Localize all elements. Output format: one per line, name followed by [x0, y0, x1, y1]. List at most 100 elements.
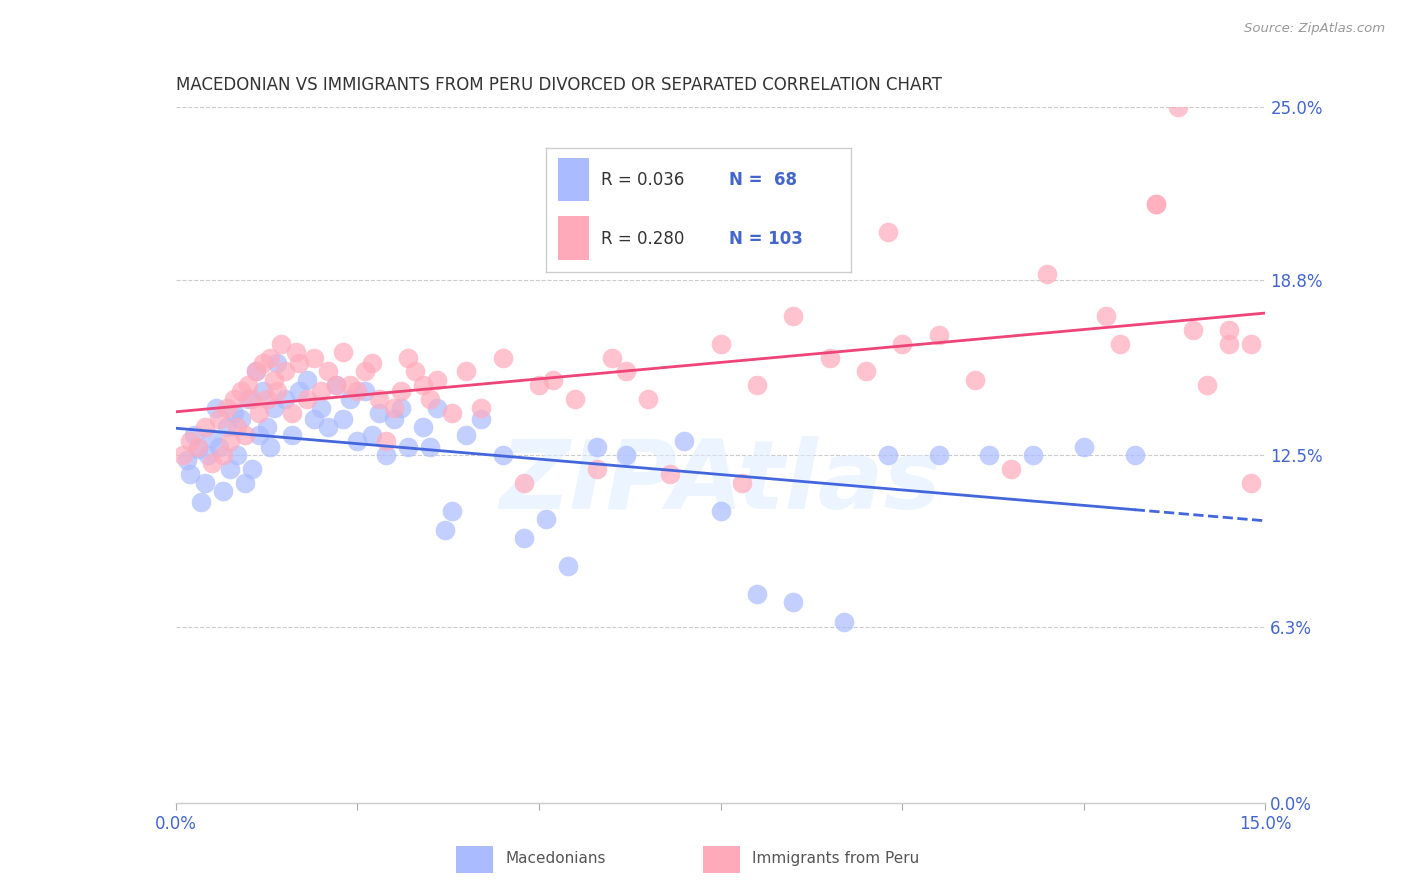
Point — [586, 462, 609, 476]
Point — [745, 378, 768, 392]
Point — [183, 428, 205, 442]
Point — [963, 373, 986, 387]
Point — [266, 384, 288, 398]
Point — [412, 378, 434, 392]
Point — [325, 378, 347, 392]
Point — [1109, 336, 1132, 351]
Point — [212, 448, 235, 462]
Text: N = 103: N = 103 — [730, 229, 803, 247]
Point — [1218, 323, 1240, 337]
Point — [256, 420, 278, 434]
Point — [332, 411, 354, 425]
Point — [194, 475, 217, 490]
Point — [396, 440, 419, 454]
Point — [492, 351, 515, 365]
Point — [614, 448, 637, 462]
Point — [263, 373, 285, 387]
Point — [710, 503, 733, 517]
Point — [318, 420, 340, 434]
Point — [1146, 197, 1168, 211]
Point — [190, 495, 212, 509]
Point — [240, 462, 263, 476]
Point — [782, 595, 804, 609]
Point — [219, 434, 242, 448]
Point — [309, 401, 332, 415]
Point — [382, 401, 405, 415]
Point — [245, 364, 267, 378]
Point — [361, 356, 384, 370]
Point — [186, 442, 209, 457]
Point — [564, 392, 586, 407]
FancyBboxPatch shape — [703, 847, 740, 873]
Point — [1197, 378, 1219, 392]
Point — [179, 434, 201, 448]
Point — [219, 462, 242, 476]
Text: R = 0.036: R = 0.036 — [602, 171, 685, 189]
Point — [252, 356, 274, 370]
Point — [259, 440, 281, 454]
Point — [876, 225, 898, 239]
Point — [201, 456, 224, 470]
Point — [274, 392, 297, 407]
Point — [263, 401, 285, 415]
Point — [456, 428, 478, 442]
Point — [231, 411, 253, 425]
Point — [928, 448, 950, 462]
Text: N =  68: N = 68 — [730, 171, 797, 189]
Point — [658, 467, 681, 482]
Point — [212, 484, 235, 499]
Point — [238, 392, 260, 407]
Point — [295, 373, 318, 387]
Point — [208, 440, 231, 454]
Point — [318, 364, 340, 378]
Point — [252, 384, 274, 398]
Point — [818, 351, 841, 365]
Point — [353, 384, 375, 398]
Point — [245, 364, 267, 378]
Point — [1123, 448, 1146, 462]
Point — [1022, 448, 1045, 462]
Point — [745, 587, 768, 601]
Point — [389, 384, 412, 398]
Point — [215, 401, 238, 415]
Point — [274, 364, 297, 378]
Point — [226, 448, 249, 462]
Point — [179, 467, 201, 482]
Point — [302, 411, 325, 425]
Point — [215, 420, 238, 434]
Point — [389, 401, 412, 415]
Point — [1000, 462, 1022, 476]
Point — [891, 336, 914, 351]
Point — [470, 401, 492, 415]
Point — [534, 512, 557, 526]
Point — [419, 392, 441, 407]
Point — [673, 239, 696, 253]
Text: Macedonians: Macedonians — [505, 851, 606, 866]
Point — [368, 392, 391, 407]
Point — [259, 351, 281, 365]
Point — [208, 411, 231, 425]
Point — [855, 364, 877, 378]
Point — [405, 364, 427, 378]
Point — [197, 448, 219, 462]
Point — [396, 351, 419, 365]
Point — [440, 503, 463, 517]
Point — [832, 615, 855, 629]
Point — [238, 378, 260, 392]
Point — [186, 440, 209, 454]
Point — [302, 351, 325, 365]
Point — [233, 428, 256, 442]
Point — [614, 364, 637, 378]
Point — [172, 448, 194, 462]
Point — [1146, 197, 1168, 211]
Point — [426, 373, 449, 387]
Point — [492, 448, 515, 462]
Point — [204, 401, 226, 415]
Text: MACEDONIAN VS IMMIGRANTS FROM PERU DIVORCED OR SEPARATED CORRELATION CHART: MACEDONIAN VS IMMIGRANTS FROM PERU DIVOR… — [176, 77, 942, 95]
Point — [266, 356, 288, 370]
Point — [527, 378, 550, 392]
Point — [194, 420, 217, 434]
Point — [339, 392, 361, 407]
Point — [513, 475, 536, 490]
Point — [513, 532, 536, 546]
